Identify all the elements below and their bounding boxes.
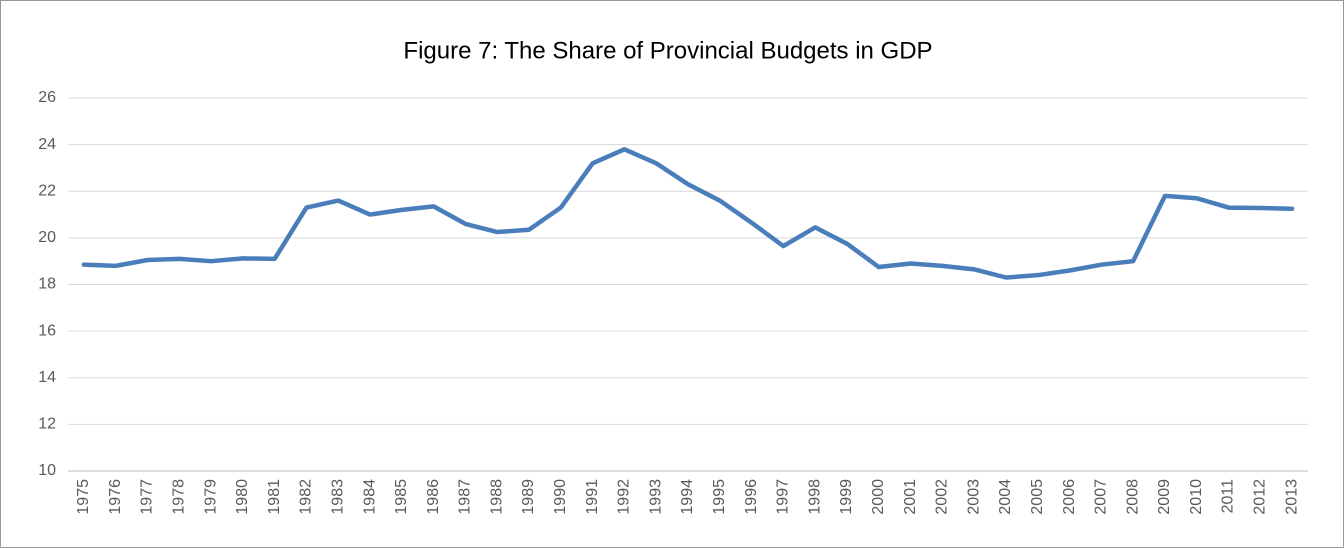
x-tick-label: 1994: [679, 479, 696, 515]
x-tick-label: 2007: [1093, 479, 1110, 515]
x-tick-label: 1976: [107, 479, 124, 515]
x-tick-label: 1979: [202, 479, 219, 515]
x-tick-label: 2011: [1220, 479, 1237, 514]
x-tick-label: 2013: [1283, 479, 1300, 515]
x-tick-label: 1982: [298, 479, 315, 515]
x-tick-label: 1980: [234, 479, 251, 515]
y-tick-label: 24: [38, 136, 56, 153]
y-tick-label: 26: [38, 89, 56, 106]
x-tick-label: 2008: [1124, 479, 1141, 515]
x-tick-label: 1995: [711, 479, 728, 515]
chart-title: Figure 7: The Share of Provincial Budget…: [403, 37, 932, 64]
x-tick-label: 1992: [616, 479, 633, 515]
x-tick-label: 1998: [806, 479, 823, 515]
y-tick-label: 14: [38, 369, 56, 386]
x-tick-label: 2002: [934, 479, 951, 515]
y-tick-label: 16: [38, 322, 56, 339]
x-tick-label: 1989: [520, 479, 537, 515]
x-tick-label: 1993: [647, 479, 664, 515]
x-tick-label: 2004: [997, 479, 1014, 515]
x-tick-label: 1996: [743, 479, 760, 515]
x-tick-label: 1991: [584, 479, 601, 515]
x-tick-label: 1978: [171, 479, 188, 515]
x-tick-label: 1997: [775, 479, 792, 515]
x-tick-label: 1999: [838, 479, 855, 515]
x-tick-label: 2005: [1029, 479, 1046, 515]
x-tick-label: 2001: [902, 479, 919, 515]
x-tick-label: 2006: [1061, 479, 1078, 515]
x-tick-label: 1985: [393, 479, 410, 515]
y-tick-label: 18: [38, 276, 56, 293]
x-tick-label: 1987: [457, 479, 474, 515]
x-tick-label: 2003: [965, 479, 982, 515]
x-tick-label: 1981: [266, 479, 283, 515]
y-tick-label: 22: [38, 182, 56, 199]
x-tick-label: 1986: [425, 479, 442, 515]
x-tick-label: 1977: [139, 479, 156, 515]
x-tick-label: 2009: [1156, 479, 1173, 515]
y-tick-label: 10: [38, 462, 56, 479]
x-tick-label: 1975: [75, 479, 92, 515]
x-tick-label: 1988: [488, 479, 505, 515]
x-tick-label: 2000: [870, 479, 887, 515]
y-tick-label: 20: [38, 229, 56, 246]
x-tick-label: 1984: [361, 479, 378, 515]
data-line: [81, 147, 1295, 280]
x-tick-label: 2010: [1188, 479, 1205, 515]
x-tick-label: 2012: [1252, 479, 1269, 515]
x-tick-label: 1983: [329, 479, 346, 515]
x-tick-label: 1990: [552, 479, 569, 515]
y-tick-label: 12: [38, 416, 56, 433]
